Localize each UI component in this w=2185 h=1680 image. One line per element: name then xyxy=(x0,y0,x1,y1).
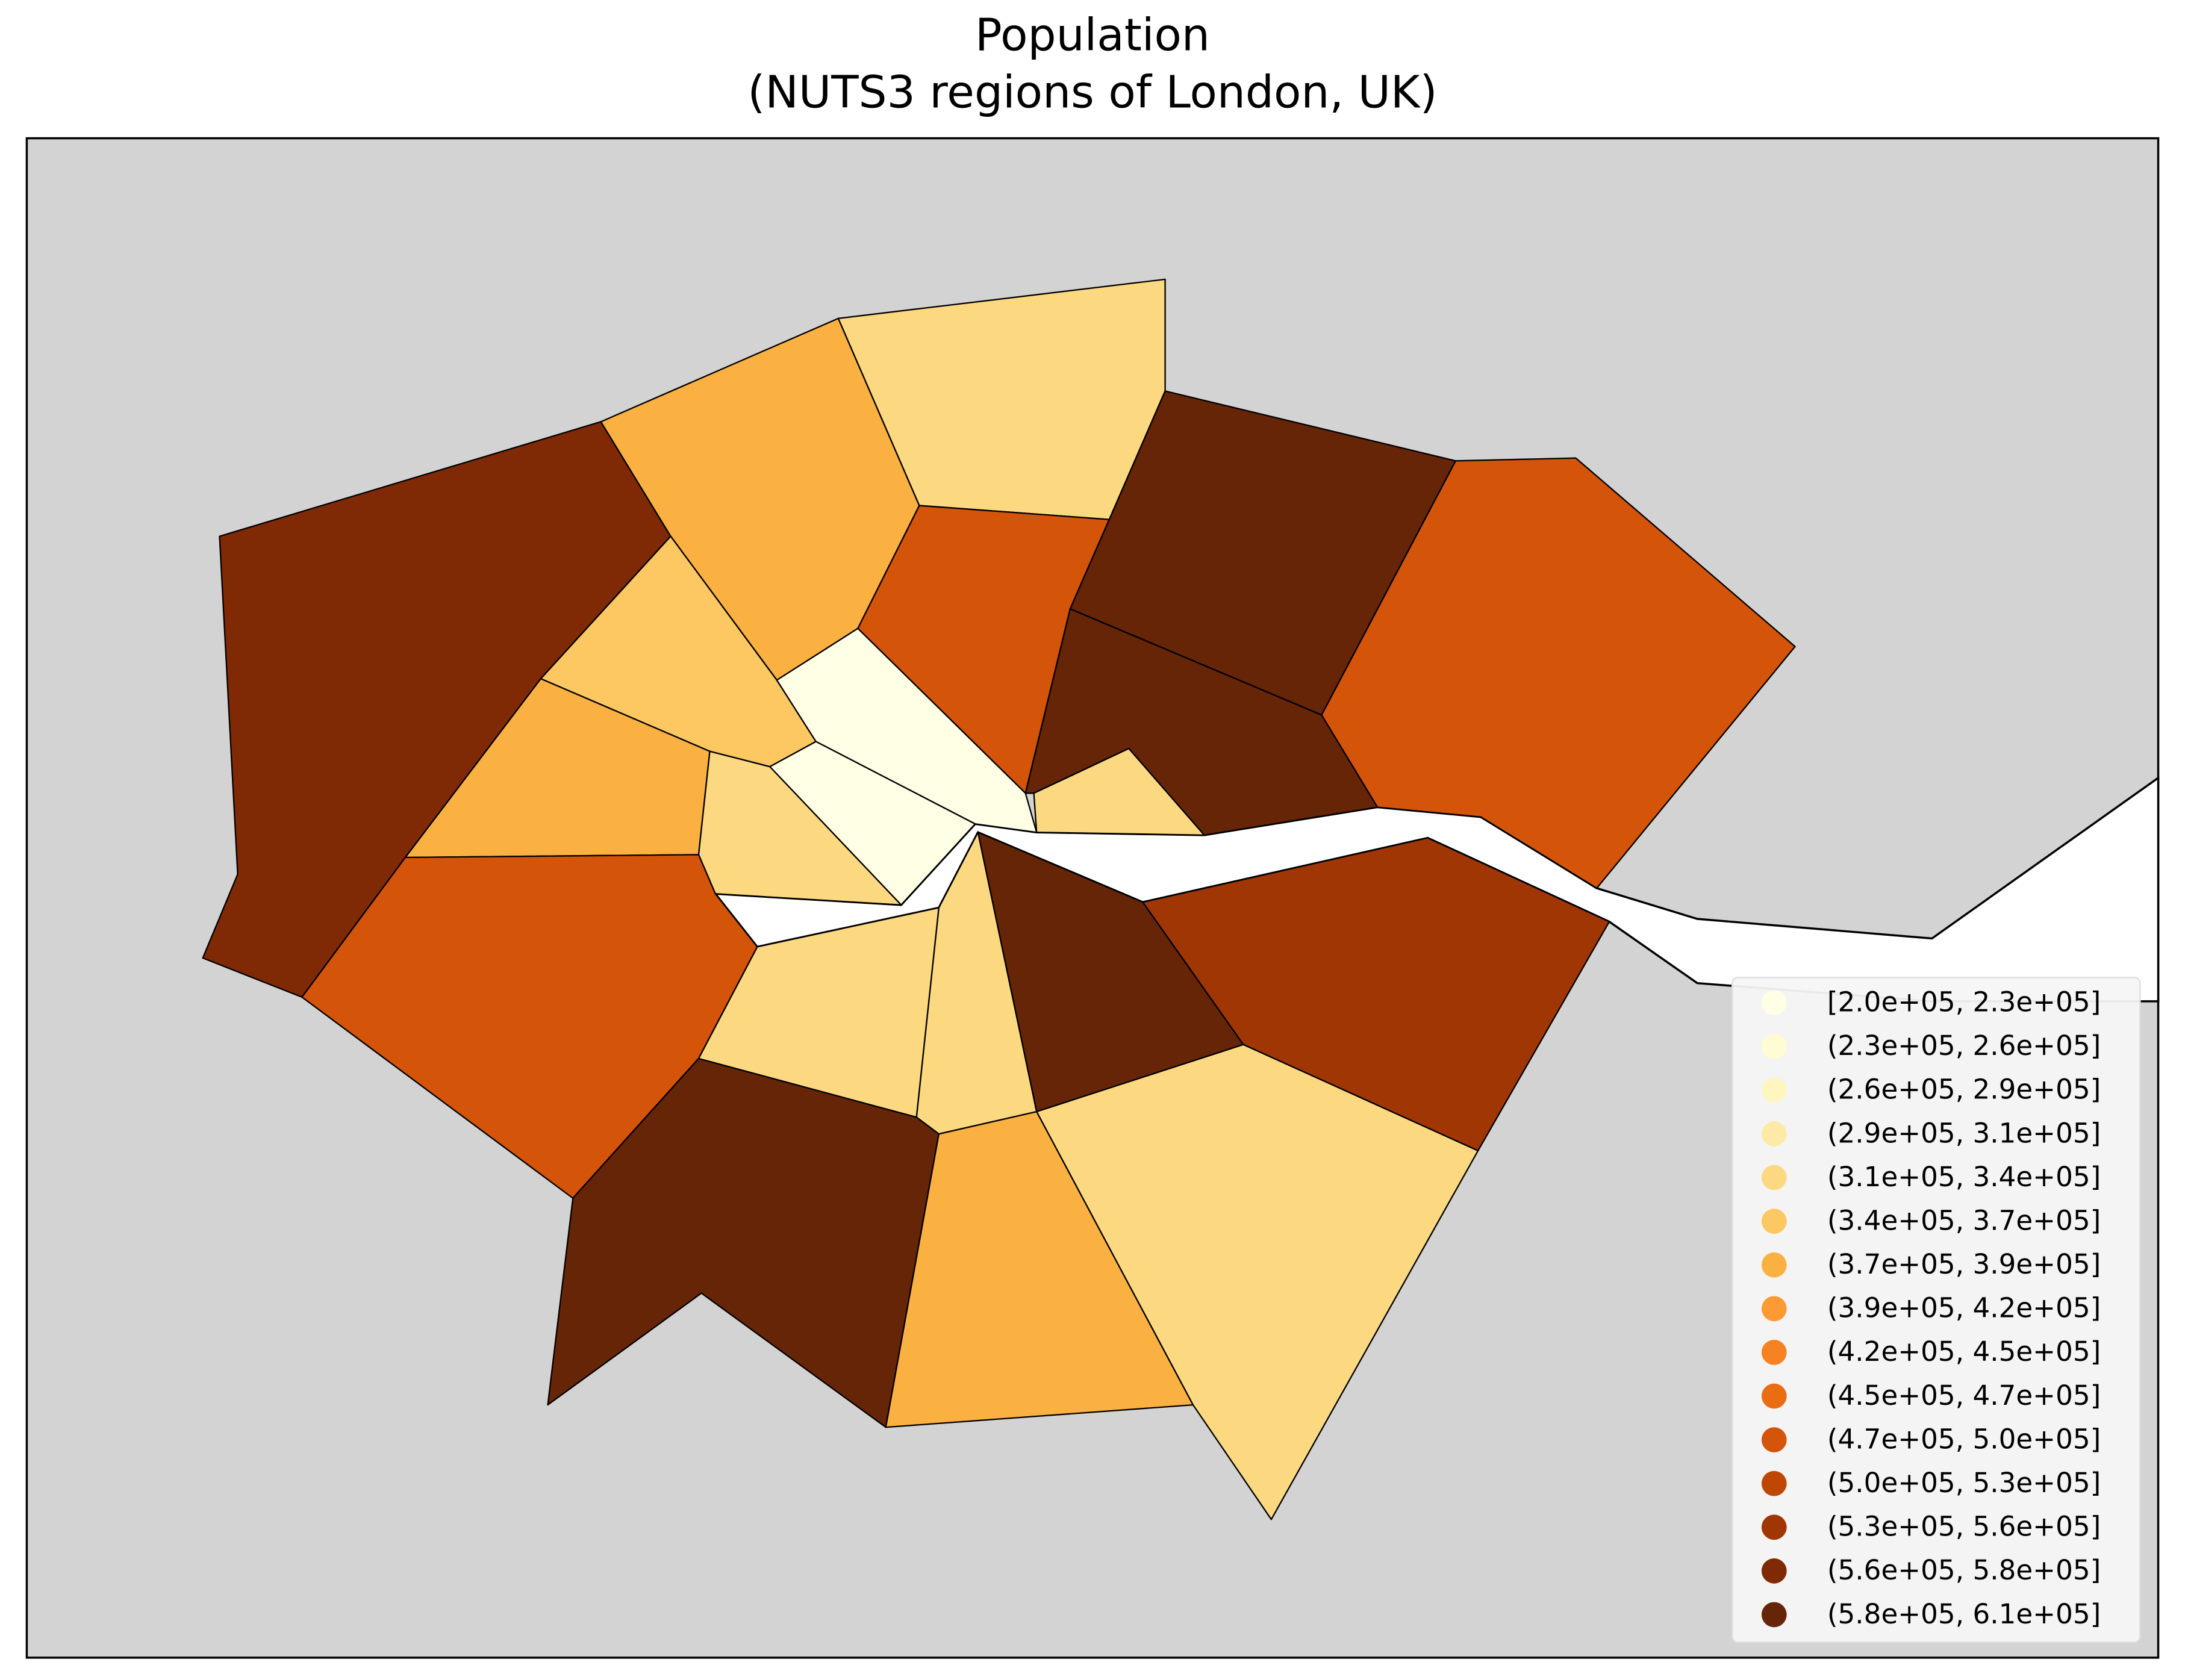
legend-label: (4.2e+05, 4.5e+05] xyxy=(1827,1336,2101,1367)
legend-marker xyxy=(1761,990,1787,1016)
legend-label: (5.6e+05, 5.8e+05] xyxy=(1827,1554,2101,1586)
legend-marker xyxy=(1761,1383,1787,1409)
legend-marker xyxy=(1761,1514,1787,1540)
legend-label: (4.5e+05, 4.7e+05] xyxy=(1827,1380,2101,1411)
legend-marker xyxy=(1761,1470,1787,1496)
region xyxy=(547,1057,940,1428)
legend-label: [2.0e+05, 2.3e+05] xyxy=(1827,986,2101,1018)
legend-label: (3.1e+05, 3.4e+05] xyxy=(1827,1161,2101,1193)
region xyxy=(697,750,902,906)
legend-marker xyxy=(1761,1077,1787,1103)
legend-marker xyxy=(1761,1558,1787,1584)
legend-label: (2.6e+05, 2.9e+05] xyxy=(1827,1074,2101,1106)
legend-marker xyxy=(1761,1165,1787,1190)
legend-marker xyxy=(1761,1340,1787,1365)
chart-title: Population xyxy=(975,8,1210,61)
chart-subtitle: (NUTS3 regions of London, UK) xyxy=(747,66,1437,119)
legend-marker xyxy=(1761,1121,1787,1146)
region xyxy=(1142,837,1610,1152)
legend-marker xyxy=(1761,1296,1787,1322)
legend-marker xyxy=(1761,1033,1787,1059)
legend-label: (3.9e+05, 4.2e+05] xyxy=(1827,1292,2101,1324)
legend-marker xyxy=(1761,1602,1787,1628)
regions xyxy=(202,278,1796,1520)
legend-label: (5.8e+05, 6.1e+05] xyxy=(1827,1598,2101,1630)
legend-label: (2.3e+05, 2.6e+05] xyxy=(1827,1030,2101,1062)
region xyxy=(1033,747,1205,836)
legend-marker xyxy=(1761,1209,1787,1234)
legend-label: (3.4e+05, 3.7e+05] xyxy=(1827,1204,2101,1236)
legend-label: (4.7e+05, 5.0e+05] xyxy=(1827,1423,2101,1455)
legend-label: (5.3e+05, 5.6e+05] xyxy=(1827,1511,2101,1543)
legend-marker xyxy=(1761,1252,1787,1278)
legend-label: (5.0e+05, 5.3e+05] xyxy=(1827,1467,2101,1499)
legend-label: (2.9e+05, 3.1e+05] xyxy=(1827,1117,2101,1149)
legend-marker xyxy=(1761,1427,1787,1452)
legend-box xyxy=(1731,977,2141,1643)
region xyxy=(1036,1044,1479,1520)
legend-label: (3.7e+05, 3.9e+05] xyxy=(1827,1248,2101,1280)
